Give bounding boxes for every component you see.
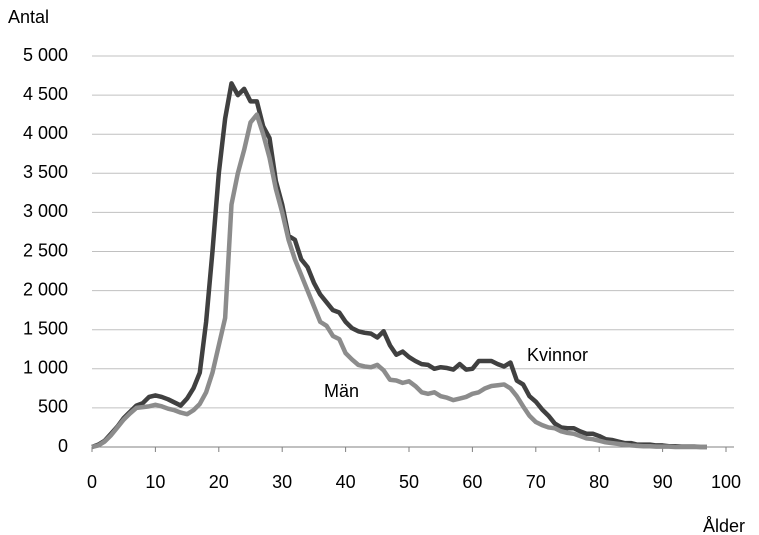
y-tick-label: 5 000 xyxy=(23,45,68,65)
series-label: Män xyxy=(324,381,359,401)
y-tick-label: 3 000 xyxy=(23,201,68,221)
y-tick-label: 2 000 xyxy=(23,279,68,299)
x-tick-label: 70 xyxy=(526,472,546,492)
y-tick-label: 4 000 xyxy=(23,123,68,143)
x-tick-label: 60 xyxy=(462,472,482,492)
y-tick-label: 0 xyxy=(58,436,68,456)
x-tick-label: 80 xyxy=(589,472,609,492)
x-axis-label: Ålder xyxy=(703,516,745,535)
x-tick-label: 90 xyxy=(653,472,673,492)
x-tick-label: 20 xyxy=(209,472,229,492)
line-series xyxy=(91,81,707,450)
y-tick-label: 4 500 xyxy=(23,84,68,104)
y-tick-label: 500 xyxy=(38,397,68,417)
y-tick-label: 1 000 xyxy=(23,358,68,378)
y-axis-label: Antal xyxy=(8,7,49,27)
x-tick-label: 30 xyxy=(272,472,292,492)
x-tick-label: 10 xyxy=(145,472,165,492)
x-tick-label: 100 xyxy=(711,472,741,492)
x-tick-label: 0 xyxy=(87,472,97,492)
x-tick-label: 40 xyxy=(336,472,356,492)
y-tick-label: 1 500 xyxy=(23,318,68,338)
series-label: Kvinnor xyxy=(527,345,588,365)
y-tick-label: 3 500 xyxy=(23,162,68,182)
x-tick-label: 50 xyxy=(399,472,419,492)
y-tick-label: 2 500 xyxy=(23,240,68,260)
line-series xyxy=(91,112,707,450)
